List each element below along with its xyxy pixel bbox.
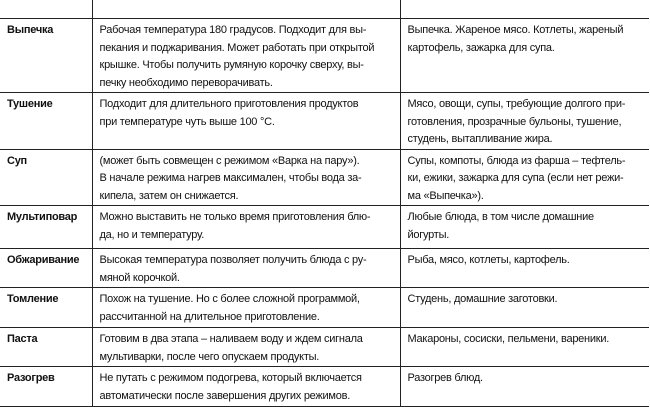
mode-usage: Выпечка. Жареное мясо. Котлеты, жареный к… <box>399 18 649 93</box>
table-row: Тушение Подходит для длительного приготов… <box>0 92 649 150</box>
text-line: ма «Выпечка»). <box>407 189 484 202</box>
text-line: Любые блюда, в том числе домашние <box>407 211 595 223</box>
table-row: Мультиповар Можно выставить не только вре… <box>0 205 649 249</box>
text-line: готовления, прозрачные бульоны, тушение, <box>407 115 622 128</box>
mode-description: Рабочая температура 180 градусов. Подход… <box>91 18 401 93</box>
mode-usage: Супы, компоты, блюда из фарша – тефтель-… <box>399 148 649 206</box>
mode-usage: Студень, домашние заготовки. <box>399 287 649 328</box>
table-row: Обжаривание Высокая температура позволяет… <box>0 248 649 288</box>
text-line: йогурты. <box>407 228 450 241</box>
text-line: пекания и поджаривания. Может работать п… <box>99 41 375 54</box>
mode-usage: Разогрев блюд. <box>399 366 649 407</box>
text-line: печку необходимо переворачивать. <box>99 76 273 89</box>
text-line: Можно выставить не только время приготов… <box>99 211 371 223</box>
text-line: ки, ежики, зажарка для супа (если нет ре… <box>407 172 624 184</box>
mode-usage: Мясо, овощи, супы, требующие долгого при… <box>399 92 649 150</box>
text-line: мультиварки, после чего опускаем продукт… <box>99 350 320 363</box>
header-cell <box>0 0 93 19</box>
text-line: рассчитанной на длительное приготовление… <box>99 310 320 323</box>
text-line: Супы, компоты, блюда из фарша – тефтель- <box>407 154 626 167</box>
mode-name: Паста <box>0 327 93 367</box>
mode-description: Похож на тушение. Но с более сложной про… <box>91 287 401 328</box>
text-line: да, но и температуру. <box>99 228 205 241</box>
mode-name: Обжаривание <box>0 248 93 288</box>
table-row: Суп (может быть совмещен с режимом «Варка… <box>0 148 649 206</box>
mode-usage: Любые блюда, в том числе домашние йогурты… <box>399 205 649 249</box>
mode-name: Разогрев <box>0 366 93 407</box>
header-row <box>0 0 649 19</box>
header-cell <box>399 0 649 19</box>
table-row: Паста Готовим в два этапа – наливаем воду… <box>0 327 649 367</box>
text-line: Подходит для длительного приготовления п… <box>99 98 359 110</box>
mode-name: Суп <box>0 148 93 206</box>
text-line: Не путать с режимом подогрева, который в… <box>99 372 362 384</box>
text-line: (может быть совмещен с режимом «Варка на… <box>99 154 360 167</box>
text-line: при температуре чуть выше 100 °С. <box>99 115 275 128</box>
mode-usage: Макароны, сосиски, пельмени, вареники. <box>399 327 649 367</box>
text-line: картофель, зажарка для супа. <box>407 41 555 54</box>
mode-name: Тушение <box>0 92 93 150</box>
text-line: В начале режима нагрев максимален, чтобы… <box>99 172 362 184</box>
text-line: Рыба, мясо, котлеты, картофель. <box>407 254 570 266</box>
mode-description: (может быть совмещен с режимом «Варка на… <box>91 148 401 206</box>
text-line: Рабочая температура 180 градусов. Подход… <box>99 24 367 36</box>
mode-description: Подходит для длительного приготовления п… <box>91 92 401 150</box>
table-row: Томление Похож на тушение. Но с более сло… <box>0 287 649 328</box>
text-line: Выпечка. Жареное мясо. Котлеты, жареный <box>407 24 624 36</box>
text-line: Макароны, сосиски, пельмени, вареники. <box>407 333 610 345</box>
text-line: кипела, затем он снижается. <box>99 189 239 202</box>
text-line: Высокая температура позволяет получить б… <box>99 254 367 266</box>
mode-name: Выпечка <box>0 18 93 93</box>
text-line: Готовим в два этапа – наливаем воду и жд… <box>99 333 363 345</box>
mode-description: Готовим в два этапа – наливаем воду и жд… <box>91 327 401 367</box>
text-line: крышке. Чтобы получить румяную корочку с… <box>99 59 364 71</box>
text-line: студень, вытапливание жира. <box>407 133 553 145</box>
mode-description: Не путать с режимом подогрева, который в… <box>91 366 401 407</box>
text-line: Мясо, овощи, супы, требующие долгого при… <box>407 98 626 110</box>
text-line: Студень, домашние заготовки. <box>407 293 558 305</box>
table-row: Выпечка Рабочая температура 180 градусов.… <box>0 18 649 93</box>
table-row: Разогрев Не путать с режимом подогрева, к… <box>0 366 649 407</box>
text-line: автоматически после завершения других ре… <box>99 389 351 402</box>
text-line: Разогрев блюд. <box>407 372 484 384</box>
header-cell <box>91 0 401 19</box>
mode-description: Высокая температура позволяет получить б… <box>91 248 401 288</box>
mode-usage: Рыба, мясо, котлеты, картофель. <box>399 248 649 288</box>
mode-name: Мультиповар <box>0 205 93 249</box>
text-line: Похож на тушение. Но с более сложной про… <box>99 293 360 305</box>
text-line: мяной корочкой. <box>99 271 180 284</box>
mode-name: Томление <box>0 287 93 328</box>
mode-description: Можно выставить не только время приготов… <box>91 205 401 249</box>
